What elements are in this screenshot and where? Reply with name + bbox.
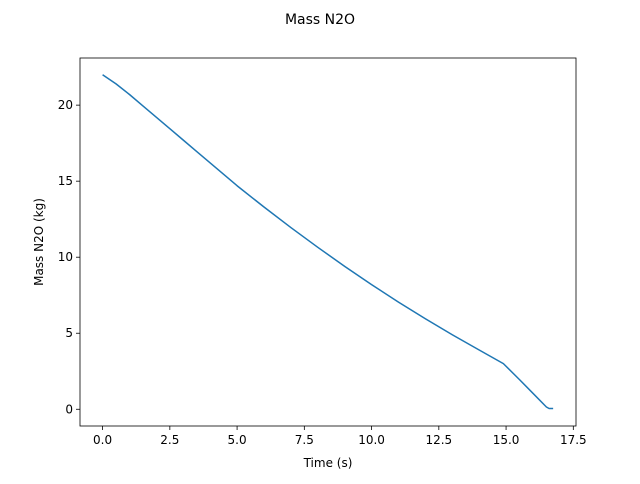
y-tick-label: 15 [58, 174, 73, 188]
chart-title: Mass N2O [285, 12, 355, 28]
series-line-0 [102, 74, 554, 410]
x-tick-label: 0.0 [93, 433, 112, 447]
y-tick-label: 20 [58, 98, 73, 112]
x-tick-label: 15.0 [493, 433, 520, 447]
y-tick-label: 5 [65, 326, 73, 340]
x-axis-label: Time (s) [303, 456, 353, 470]
plot-frame [79, 57, 577, 427]
plot-area: 0.0 2.5 5.0 7.5 10.0 12.5 15.0 17.5 0 5 10 15 20 [58, 57, 587, 447]
x-tick-label: 2.5 [160, 433, 179, 447]
y-axis-label: Mass N2O (kg) [32, 198, 46, 286]
y-tick-label: 0 [65, 402, 73, 416]
x-tick-label: 10.0 [358, 433, 385, 447]
x-tick-label: 7.5 [295, 433, 314, 447]
x-tick-label: 12.5 [425, 433, 452, 447]
x-tick-label: 5.0 [228, 433, 247, 447]
y-tick-label: 10 [58, 250, 73, 264]
x-tick-label: 17.5 [560, 433, 587, 447]
